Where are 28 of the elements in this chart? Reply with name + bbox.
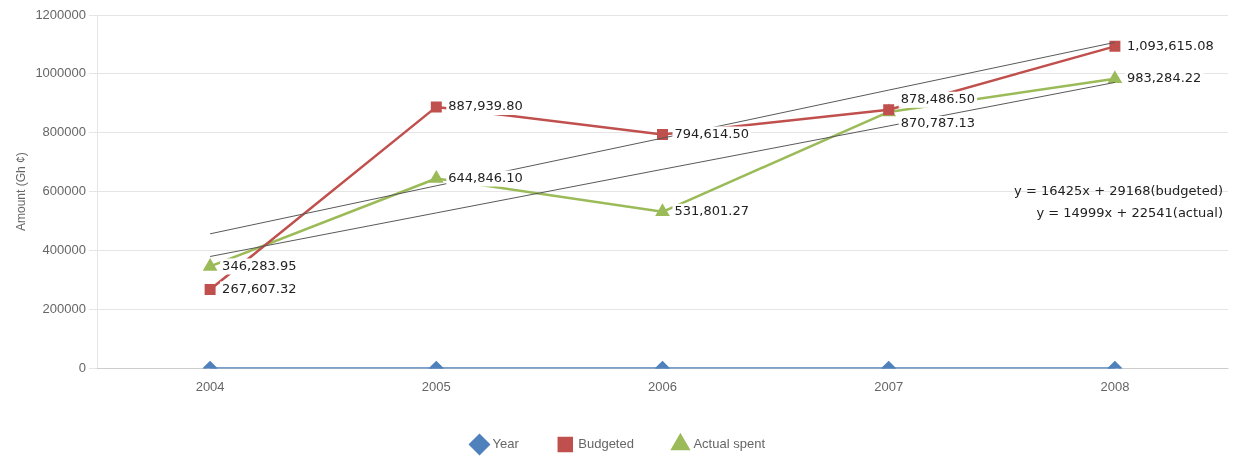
data-label: 878,486.50 [900,91,976,107]
data-label: 794,614.50 [674,125,749,141]
x-tick-label: 2007 [874,378,904,394]
y-tick-label: 1200000 [35,6,87,22]
x-tick-label: 2004 [195,378,225,394]
annotation: y = 16425x + 29168(budgeted) [1014,183,1223,199]
legend-label: Budgeted [578,436,634,452]
data-label: 983,284.22 [1126,70,1202,86]
x-tick-label: 2008 [1100,378,1130,394]
data-label: 887,939.80 [448,98,523,114]
data-label: 870,787.13 [900,115,976,131]
x-tick-label: 2005 [421,378,451,394]
legend-label: Year [492,436,520,452]
data-label: 531,801.27 [674,203,749,219]
data-label: 1,093,615.08 [1126,37,1214,53]
y-tick-label: 800000 [42,124,87,140]
annotation: y = 14999x + 22541(actual) [1036,205,1223,221]
y-tick-label: 0 [78,359,87,375]
y-axis-title: Amount (Gh ¢) [13,152,28,232]
data-label: 267,607.32 [222,280,297,296]
data-label: 644,846.10 [448,169,523,185]
y-tick-label: 1000000 [35,65,87,81]
x-tick-label: 2006 [648,378,677,394]
y-tick-label: 200000 [42,301,87,317]
data-label: 346,283.95 [222,257,297,273]
y-tick-label: 400000 [42,242,87,258]
legend-label: Actual spent [693,436,766,452]
y-tick-label: 600000 [42,183,87,199]
